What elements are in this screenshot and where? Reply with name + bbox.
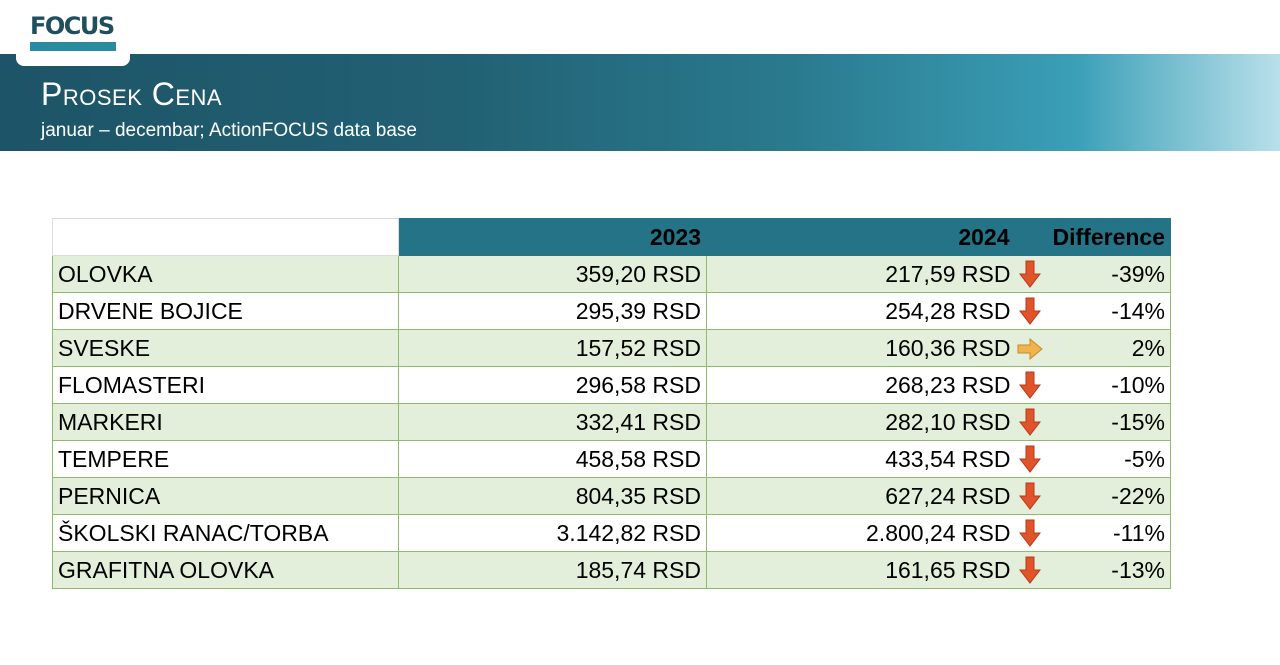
- item-name: PERNICA: [52, 477, 399, 515]
- difference-value: -5%: [1044, 440, 1171, 478]
- table-row: ŠKOLSKI RANAC/TORBA 3.142,82 RSD 2.800,24 …: [52, 514, 1171, 552]
- price-2023: 332,41 RSD: [398, 403, 707, 441]
- page-title: Prosek Cena: [41, 76, 223, 112]
- price-2024: 433,54 RSD: [706, 440, 1015, 478]
- down-arrow-icon: [1014, 403, 1045, 441]
- down-arrow-icon: [1014, 551, 1045, 589]
- difference-value: -14%: [1044, 292, 1171, 330]
- item-name: DRVENE BOJICE: [52, 292, 399, 330]
- difference-value: 2%: [1044, 329, 1171, 367]
- item-name: TEMPERE: [52, 440, 399, 478]
- down-arrow-icon: [1014, 292, 1045, 330]
- header-band: [0, 54, 1280, 151]
- price-2024: 268,23 RSD: [706, 366, 1015, 404]
- difference-value: -13%: [1044, 551, 1171, 589]
- header-difference: Difference: [1044, 218, 1171, 256]
- item-name: SVESKE: [52, 329, 399, 367]
- price-2023: 185,74 RSD: [398, 551, 707, 589]
- difference-value: -22%: [1044, 477, 1171, 515]
- price-2023: 296,58 RSD: [398, 366, 707, 404]
- price-2024: 282,10 RSD: [706, 403, 1015, 441]
- table-row: DRVENE BOJICE 295,39 RSD 254,28 RSD -14%: [52, 292, 1171, 330]
- item-name: MARKERI: [52, 403, 399, 441]
- price-2023: 157,52 RSD: [398, 329, 707, 367]
- header-trend-cell: [1014, 218, 1045, 256]
- difference-value: -15%: [1044, 403, 1171, 441]
- header-blank-cell: [52, 218, 399, 256]
- price-2023: 295,39 RSD: [398, 292, 707, 330]
- table-row: OLOVKA 359,20 RSD 217,59 RSD -39%: [52, 255, 1171, 293]
- table-row: MARKERI 332,41 RSD 282,10 RSD -15%: [52, 403, 1171, 441]
- table-row: FLOMASTERI 296,58 RSD 268,23 RSD -10%: [52, 366, 1171, 404]
- price-2024: 254,28 RSD: [706, 292, 1015, 330]
- item-name: ŠKOLSKI RANAC/TORBA: [52, 514, 399, 552]
- price-2024: 627,24 RSD: [706, 477, 1015, 515]
- price-2024: 161,65 RSD: [706, 551, 1015, 589]
- difference-value: -39%: [1044, 255, 1171, 293]
- page-subtitle: januar – decembar; ActionFOCUS data base: [41, 120, 417, 141]
- table-row: GRAFITNA OLOVKA 185,74 RSD 161,65 RSD -13%: [52, 551, 1171, 589]
- price-2023: 458,58 RSD: [398, 440, 707, 478]
- price-2023: 359,20 RSD: [398, 255, 707, 293]
- header-2023: 2023: [398, 218, 707, 256]
- focus-logo: FOCUS: [16, 0, 130, 66]
- price-2024: 160,36 RSD: [706, 329, 1015, 367]
- down-arrow-icon: [1014, 514, 1045, 552]
- table-body: OLOVKA 359,20 RSD 217,59 RSD -39% DRVENE BOJ…: [52, 255, 1171, 589]
- right-arrow-icon: [1014, 329, 1045, 367]
- price-2023: 804,35 RSD: [398, 477, 707, 515]
- logo-bar: [30, 42, 116, 51]
- header-2024: 2024: [706, 218, 1015, 256]
- price-2023: 3.142,82 RSD: [398, 514, 707, 552]
- table-row: SVESKE 157,52 RSD 160,36 RSD 2%: [52, 329, 1171, 367]
- down-arrow-icon: [1014, 366, 1045, 404]
- table-row: TEMPERE 458,58 RSD 433,54 RSD -5%: [52, 440, 1171, 478]
- logo-text: FOCUS: [30, 12, 115, 40]
- down-arrow-icon: [1014, 440, 1045, 478]
- difference-value: -10%: [1044, 366, 1171, 404]
- price-2024: 217,59 RSD: [706, 255, 1015, 293]
- down-arrow-icon: [1014, 477, 1045, 515]
- item-name: FLOMASTERI: [52, 366, 399, 404]
- difference-value: -11%: [1044, 514, 1171, 552]
- table-header-row: 2023 2024 Difference: [52, 218, 1171, 256]
- price-2024: 2.800,24 RSD: [706, 514, 1015, 552]
- down-arrow-icon: [1014, 255, 1045, 293]
- item-name: GRAFITNA OLOVKA: [52, 551, 399, 589]
- table-row: PERNICA 804,35 RSD 627,24 RSD -22%: [52, 477, 1171, 515]
- item-name: OLOVKA: [52, 255, 399, 293]
- price-table: 2023 2024 Difference OLOVKA 359,20 RSD 217…: [52, 218, 1171, 589]
